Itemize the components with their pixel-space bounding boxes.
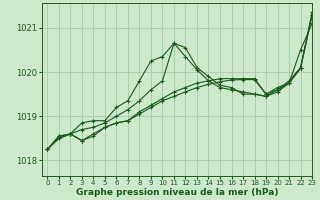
X-axis label: Graphe pression niveau de la mer (hPa): Graphe pression niveau de la mer (hPa) — [76, 188, 278, 197]
